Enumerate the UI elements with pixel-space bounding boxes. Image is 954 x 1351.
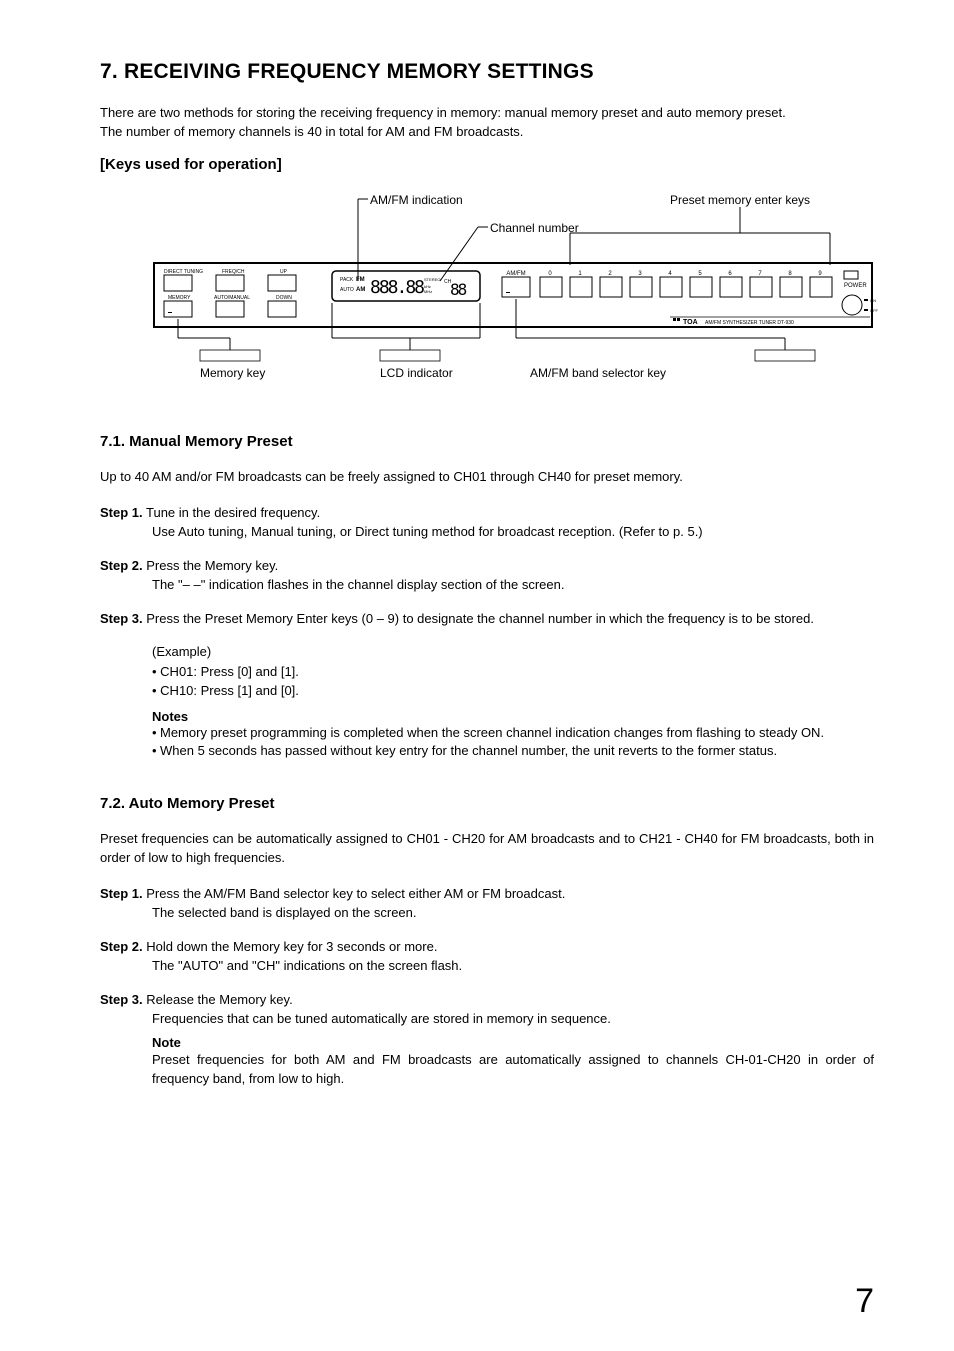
step-text-2: The "– –" indication flashes in the chan… xyxy=(152,575,874,595)
step-text-2: The selected band is displayed on the sc… xyxy=(152,903,874,923)
btn-preset-9[interactable] xyxy=(810,277,832,297)
sec-7-2-intro: Preset frequencies can be automatically … xyxy=(100,830,874,868)
txt-auto: AUTO xyxy=(340,287,354,293)
sec-7-2-step1: Step 1. Press the AM/FM Band selector ke… xyxy=(100,884,874,923)
sec-7-1-step1: Step 1. Tune in the desired frequency. U… xyxy=(100,503,874,542)
sec-7-1-intro: Up to 40 AM and/or FM broadcasts can be … xyxy=(100,468,874,487)
power-led-icon xyxy=(844,271,858,279)
step-text: Press the Memory key. xyxy=(146,558,278,573)
svg-text:2: 2 xyxy=(608,271,612,277)
svg-text:5: 5 xyxy=(698,271,702,277)
sec-7-2-step3: Step 3. Release the Memory key. Frequenc… xyxy=(100,990,874,1029)
txt-toa: TOA xyxy=(683,319,698,326)
btn-preset-1[interactable] xyxy=(570,277,592,297)
step-text: Press the AM/FM Band selector key to sel… xyxy=(146,886,565,901)
bullet-icon: • xyxy=(152,742,160,761)
step-text: Press the Preset Memory Enter keys (0 – … xyxy=(146,611,814,626)
txt-direct-tuning: DIRECT TUNING xyxy=(164,269,203,275)
example-2: • CH10: Press [1] and [0]. xyxy=(152,681,874,701)
btn-preset-7[interactable] xyxy=(750,277,772,297)
txt-fm: FM xyxy=(356,277,365,283)
example-head: (Example) xyxy=(152,642,874,662)
step-text-2: Frequencies that can be tuned automatica… xyxy=(152,1009,874,1029)
txt-amfm-btn: AM/FM xyxy=(506,271,525,277)
btn-preset-6[interactable] xyxy=(720,277,742,297)
note-text: When 5 seconds has passed without key en… xyxy=(160,742,874,761)
txt-am: AM xyxy=(356,287,365,293)
txt-up: UP xyxy=(280,269,288,275)
btn-amfm[interactable] xyxy=(502,277,530,297)
btn-direct-tuning[interactable] xyxy=(164,275,192,291)
note-1: • Memory preset programming is completed… xyxy=(152,724,874,743)
sec-7-1-head: 7.1. Manual Memory Preset xyxy=(100,433,874,450)
keys-heading: [Keys used for operation] xyxy=(100,156,874,173)
step-text-2: The "AUTO" and "CH" indications on the s… xyxy=(152,956,874,976)
txt-off: OFF xyxy=(870,308,879,313)
btn-freq-ch[interactable] xyxy=(216,275,244,291)
notes-head: Notes xyxy=(152,709,874,724)
txt-power: POWER xyxy=(844,283,867,289)
sec-7-2-step2: Step 2. Hold down the Memory key for 3 s… xyxy=(100,937,874,976)
txt-down: DOWN xyxy=(276,295,292,301)
btn-memory[interactable] xyxy=(164,301,192,317)
btn-auto-manual[interactable] xyxy=(216,301,244,317)
step-label: Step 3. xyxy=(100,992,143,1007)
txt-model: AM/FM SYNTHESIZER TUNER DT-930 xyxy=(705,320,794,326)
btn-power[interactable] xyxy=(842,295,862,315)
sec-7-1-step2: Step 2. Press the Memory key. The "– –" … xyxy=(100,556,874,595)
step-label: Step 1. xyxy=(100,886,143,901)
btn-preset-4[interactable] xyxy=(660,277,682,297)
lcd-freq: 888.88 xyxy=(370,277,424,298)
svg-text:7: 7 xyxy=(758,271,762,277)
intro-line-1: There are two methods for storing the re… xyxy=(100,105,786,120)
step-label: Step 2. xyxy=(100,939,143,954)
svg-text:6: 6 xyxy=(728,271,732,277)
txt-memory: MEMORY xyxy=(168,295,191,301)
btn-preset-2[interactable] xyxy=(600,277,622,297)
btn-preset-3[interactable] xyxy=(630,277,652,297)
btn-down[interactable] xyxy=(268,301,296,317)
note-72-text: Preset frequencies for both AM and FM br… xyxy=(152,1050,874,1089)
svg-text:8: 8 xyxy=(788,271,792,277)
step-text-2: Use Auto tuning, Manual tuning, or Direc… xyxy=(152,522,874,542)
txt-mhz: MHz xyxy=(424,289,432,294)
step-label: Step 2. xyxy=(100,558,143,573)
step-label: Step 1. xyxy=(100,505,143,520)
preset-keys-group: 0 1 2 3 4 5 6 7 8 9 xyxy=(540,271,832,297)
step-text: Release the Memory key. xyxy=(146,992,292,1007)
txt-pack: PACK xyxy=(340,277,354,283)
txt-auto-manual: AUTO/MANUAL xyxy=(214,295,250,301)
note-head-72: Note xyxy=(152,1035,874,1050)
step-text: Tune in the desired frequency. xyxy=(146,505,320,520)
note-2: • When 5 seconds has passed without key … xyxy=(152,742,874,761)
svg-text:1: 1 xyxy=(578,271,582,277)
svg-text:3: 3 xyxy=(638,271,642,277)
intro-line-2: The number of memory channels is 40 in t… xyxy=(100,124,523,139)
btn-up[interactable] xyxy=(268,275,296,291)
btn-preset-8[interactable] xyxy=(780,277,802,297)
step-text: Hold down the Memory key for 3 seconds o… xyxy=(146,939,437,954)
intro-paragraph: There are two methods for storing the re… xyxy=(100,104,874,142)
btn-preset-0[interactable] xyxy=(540,277,562,297)
note-text: Memory preset programming is completed w… xyxy=(160,724,874,743)
sec-7-2-head: 7.2. Auto Memory Preset xyxy=(100,795,874,812)
lcd-ch: 88 xyxy=(450,280,467,299)
example-1: • CH01: Press [0] and [1]. xyxy=(152,662,874,682)
sec-7-1-step3: Step 3. Press the Preset Memory Enter ke… xyxy=(100,609,874,629)
txt-on: ON xyxy=(870,298,876,303)
txt-stereo: STEREO xyxy=(424,277,440,282)
panel-svg: DIRECT TUNING FREQ/CH UP MEMORY AUTO/MAN… xyxy=(100,193,880,393)
page-number: 7 xyxy=(855,1282,874,1321)
svg-text:4: 4 xyxy=(668,271,672,277)
page-title: 7. RECEIVING FREQUENCY MEMORY SETTINGS xyxy=(100,60,874,84)
panel-diagram: AM/FM indication Preset memory enter key… xyxy=(100,193,874,403)
svg-text:9: 9 xyxy=(818,271,822,277)
btn-preset-5[interactable] xyxy=(690,277,712,297)
svg-text:0: 0 xyxy=(548,271,552,277)
txt-freq-ch: FREQ/CH xyxy=(222,269,245,275)
bullet-icon: • xyxy=(152,724,160,743)
step-label: Step 3. xyxy=(100,611,143,626)
